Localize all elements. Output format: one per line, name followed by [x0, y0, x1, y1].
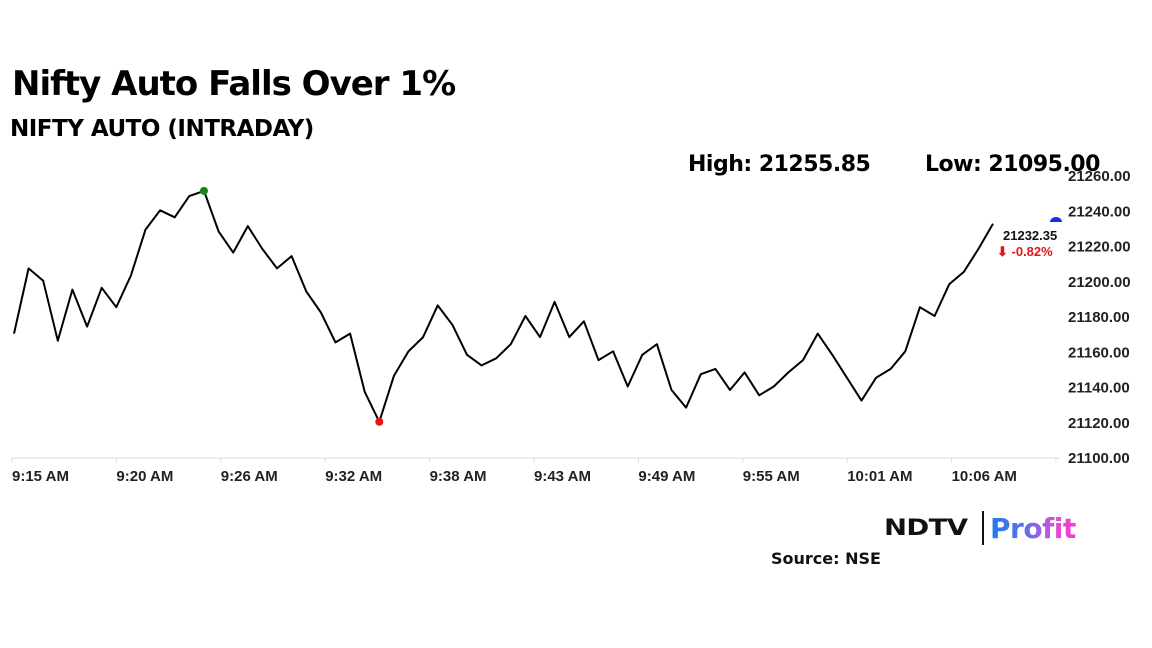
x-tick-label: 9:38 AM [430, 468, 487, 485]
x-tick-label: 9:15 AM [12, 468, 69, 485]
y-tick-label: 21200.00 [1068, 274, 1131, 291]
logo-profit-text: Profit [990, 511, 1076, 545]
source-note: Source: NSE [771, 549, 881, 568]
y-tick-label: 21240.00 [1068, 203, 1131, 220]
last-price-marker-icon [1050, 217, 1062, 222]
x-tick-label: 9:43 AM [534, 468, 591, 485]
x-axis: 9:15 AM 9:20 AM 9:26 AM 9:32 AM 9:38 AM 9:43 … [11, 457, 1060, 485]
y-tick-label: 21160.00 [1068, 344, 1130, 361]
y-tick-label: 21220.00 [1068, 239, 1131, 256]
y-tick-label: 21100.00 [1068, 450, 1130, 467]
chart-title: Nifty Auto Falls Over 1% [12, 64, 456, 104]
y-axis: 21260.00 21240.00 21220.00 21200.00 21180.00… [1068, 168, 1131, 467]
logo-divider [982, 511, 984, 545]
low-marker-dot [375, 417, 384, 426]
high-marker-dot [199, 186, 208, 195]
x-tick-label: 9:32 AM [325, 468, 382, 485]
y-tick-label: 21260.00 [1068, 168, 1131, 185]
last-price-value: 21232.35 [1003, 228, 1057, 243]
chart-subtitle: NIFTY AUTO (INTRADAY) [10, 116, 314, 142]
x-tick-label: 9:20 AM [116, 468, 173, 485]
x-tick-label: 10:01 AM [847, 468, 912, 485]
x-tick-label: 10:06 AM [952, 468, 1017, 485]
x-tick-label: 9:49 AM [638, 468, 695, 485]
high-value: High: 21255.85 [688, 152, 871, 177]
y-tick-label: 21180.00 [1068, 309, 1130, 326]
ndtv-profit-logo: NDTV Profit [884, 510, 1076, 546]
y-tick-label: 21140.00 [1068, 380, 1130, 397]
last-price-change: ⬇ -0.82% [997, 244, 1053, 259]
x-tick-label: 9:26 AM [221, 468, 278, 485]
low-value: Low: 21095.00 [925, 152, 1100, 177]
y-tick-label: 21120.00 [1068, 415, 1130, 432]
price-line [13, 189, 994, 423]
x-tick-label: 9:55 AM [743, 468, 800, 485]
logo-ndtv-text: NDTV [884, 515, 968, 541]
